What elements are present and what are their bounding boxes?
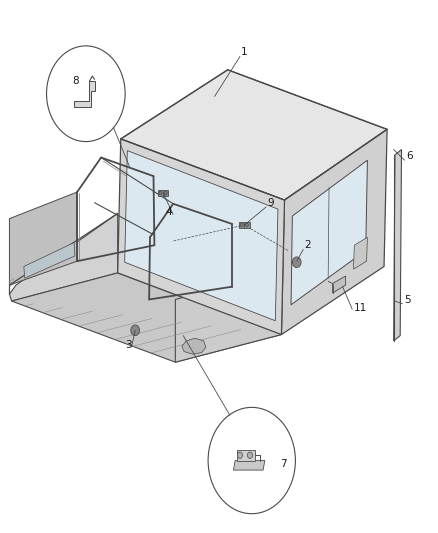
Polygon shape <box>158 190 168 196</box>
Text: 2: 2 <box>304 240 311 251</box>
Polygon shape <box>12 273 282 362</box>
Text: 1: 1 <box>241 47 247 57</box>
Polygon shape <box>291 160 367 305</box>
Polygon shape <box>121 70 387 200</box>
Polygon shape <box>182 338 206 354</box>
Circle shape <box>46 46 125 142</box>
Polygon shape <box>125 151 278 321</box>
Polygon shape <box>175 272 282 362</box>
Text: 6: 6 <box>406 151 413 161</box>
Polygon shape <box>24 243 75 278</box>
Polygon shape <box>118 139 285 335</box>
Polygon shape <box>332 276 346 293</box>
Polygon shape <box>237 450 255 461</box>
Text: 11: 11 <box>353 303 367 313</box>
Circle shape <box>292 257 301 268</box>
Circle shape <box>245 223 248 227</box>
Circle shape <box>208 407 295 514</box>
Polygon shape <box>239 222 250 228</box>
Polygon shape <box>394 150 402 341</box>
Text: 5: 5 <box>404 295 411 305</box>
Text: 8: 8 <box>73 76 79 86</box>
Text: 9: 9 <box>267 198 274 208</box>
Text: 7: 7 <box>281 459 287 470</box>
Circle shape <box>131 325 140 336</box>
Polygon shape <box>353 237 367 269</box>
Polygon shape <box>282 130 387 335</box>
Circle shape <box>237 452 243 458</box>
Polygon shape <box>74 82 95 107</box>
Circle shape <box>164 191 167 195</box>
Circle shape <box>247 452 253 458</box>
Polygon shape <box>10 192 77 285</box>
Text: 4: 4 <box>166 207 173 217</box>
Circle shape <box>240 223 243 227</box>
Text: 3: 3 <box>125 341 132 350</box>
Circle shape <box>159 191 162 195</box>
Polygon shape <box>10 213 118 301</box>
Polygon shape <box>233 461 265 470</box>
